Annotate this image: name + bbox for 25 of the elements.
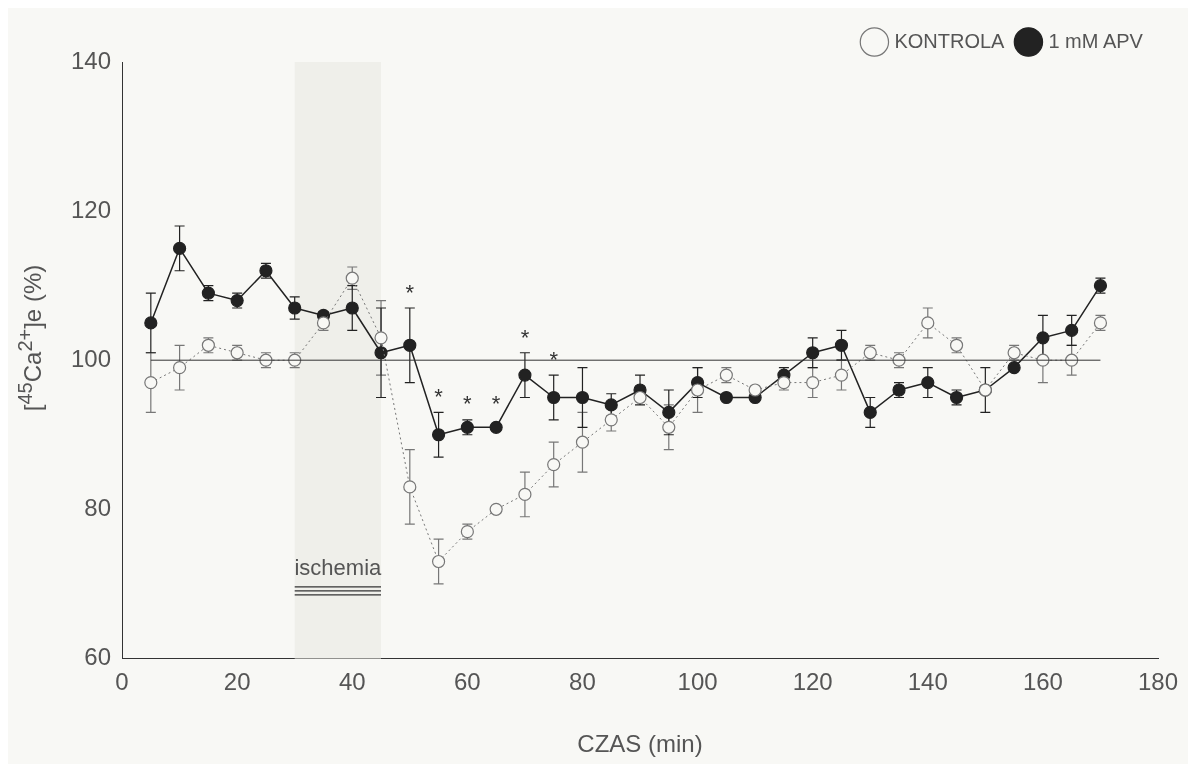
x-tick-label: 100 bbox=[677, 668, 718, 696]
annotation: * bbox=[463, 391, 473, 417]
annotation: * bbox=[434, 384, 444, 410]
annotation: * bbox=[491, 391, 501, 417]
y-tick-label: 120 bbox=[71, 195, 112, 223]
x-tick-label: 160 bbox=[1022, 668, 1063, 696]
y-tick-label: 100 bbox=[71, 344, 112, 372]
legend-label: 1 mM APV bbox=[1048, 29, 1144, 52]
x-tick-label: 60 bbox=[454, 668, 481, 696]
x-tick-label: 40 bbox=[338, 668, 366, 696]
y-tick-label: 80 bbox=[84, 493, 112, 521]
x-tick-label: 180 bbox=[1137, 668, 1179, 696]
band-label: ischemia bbox=[294, 555, 383, 581]
x-tick-label: 0 bbox=[115, 668, 129, 696]
annotation: * bbox=[549, 347, 559, 373]
annotation: * bbox=[405, 280, 415, 306]
x-tick-label: 140 bbox=[907, 668, 948, 696]
x-tick-label: 80 bbox=[569, 668, 596, 696]
y-tick-label: 140 bbox=[71, 46, 112, 74]
x-tick-label: 120 bbox=[792, 668, 833, 696]
legend-label: KONTROLA bbox=[894, 29, 1006, 52]
annotation: * bbox=[520, 324, 530, 350]
x-tick-label: 20 bbox=[223, 668, 251, 696]
x-axis-title: CZAS (min) bbox=[577, 730, 703, 758]
y-tick-label: 60 bbox=[84, 643, 112, 671]
